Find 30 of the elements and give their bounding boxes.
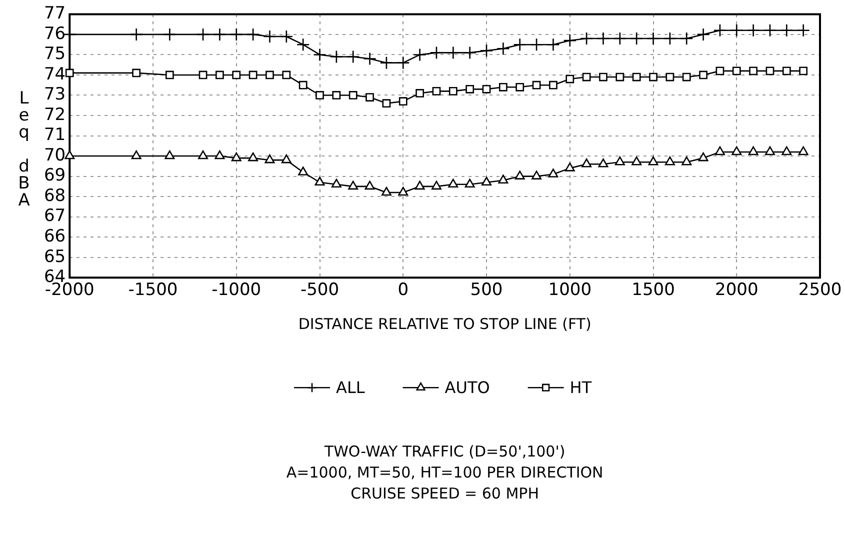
x-tick-label: -500 (300, 280, 340, 300)
y-tick-label: 69 (44, 166, 66, 186)
y-tick-label: 70 (44, 145, 66, 166)
text: TWO-WAY TRAFFIC (D=50',100') (323, 442, 566, 460)
x-tick-label: 1500 (632, 280, 675, 300)
y-tick-label: 75 (44, 44, 66, 64)
y-tick-label: 77 (44, 4, 66, 24)
x-tick-label: 2000 (714, 280, 758, 300)
legend-label: AUTO (444, 378, 490, 397)
x-tick-label: 2500 (798, 280, 842, 300)
y-tick-label: 68 (44, 186, 66, 206)
y-tick-label: 72 (44, 104, 66, 125)
y-tick-label: 74 (44, 64, 66, 84)
y-tick-label: 66 (44, 226, 66, 246)
y-tick-label: 76 (44, 24, 66, 44)
y-tick-label: 65 (44, 246, 66, 267)
y-axis-title: Leq dBA (18, 88, 30, 211)
x-tick-label: -1000 (212, 280, 262, 300)
y-tick-label: 71 (44, 125, 66, 146)
text: CRUISE SPEED = 60 MPH (350, 484, 540, 502)
x-tick-label: 1000 (548, 280, 592, 300)
x-axis-title: DISTANCE RELATIVE TO STOP LINE (FT) (298, 314, 592, 333)
y-tick-label: 67 (44, 206, 66, 226)
x-tick-label: 500 (470, 280, 503, 300)
x-tick-label: 0 (398, 280, 409, 300)
legend-label: ALL (336, 378, 365, 397)
x-tick-label: -1500 (128, 280, 178, 300)
text: A=1000, MT=50, HT=100 PER DIRECTION (286, 463, 604, 482)
legend-label: HT (570, 378, 592, 397)
y-tick-label: 73 (44, 84, 66, 105)
